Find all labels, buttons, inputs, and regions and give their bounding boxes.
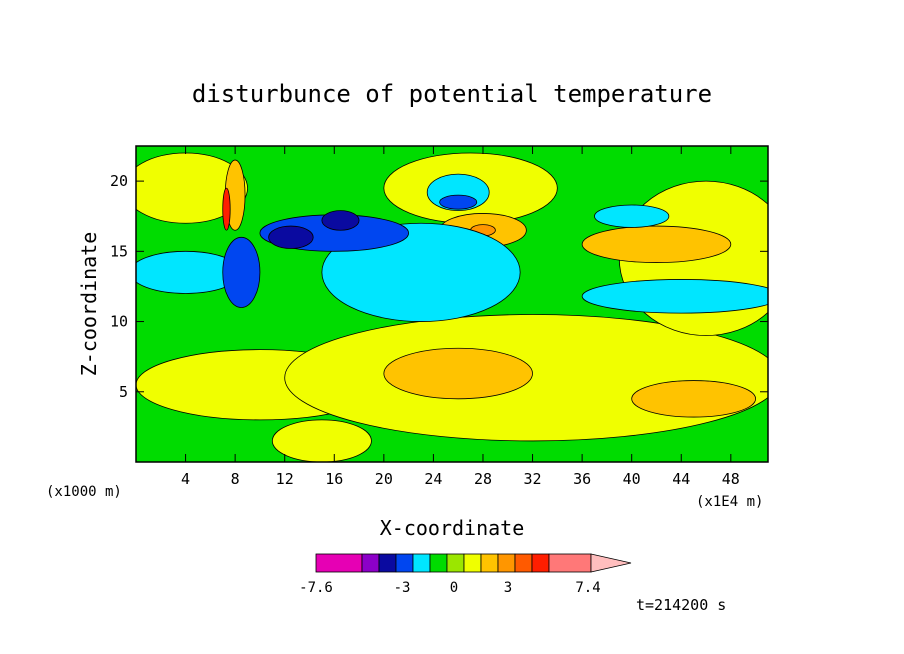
contour-region [222, 187, 231, 231]
colorbar-label: -3 [394, 580, 411, 596]
x-axis-label: X-coordinate [380, 516, 525, 540]
colorbar-swatch [548, 553, 592, 573]
plot-frame [135, 145, 769, 463]
time-label: t=214200 s [636, 596, 726, 614]
x-tick-label: 4 [181, 470, 190, 488]
x-tick-label: 24 [424, 470, 442, 488]
contour-region [321, 210, 360, 231]
chart-title: disturbunce of potential temperature [192, 80, 712, 108]
x-axis-ticks: 4 8 12 16 20 24 28 32 36 40 44 48 [181, 146, 740, 488]
contour-region [581, 225, 732, 263]
y-tick-label: 15 [110, 242, 128, 260]
colorbar-swatch [463, 553, 482, 573]
colorbar-swatch [378, 553, 397, 573]
colorbar-swatch [361, 553, 380, 573]
colorbar-swatch [446, 553, 465, 573]
colorbar-label: 0 [450, 580, 458, 596]
x-tick-label: 28 [474, 470, 492, 488]
colorbar-label: -7.6 [299, 580, 333, 596]
y-tick-label: 5 [119, 383, 128, 401]
x-axis-unit: (x1E4 m) [696, 494, 763, 510]
contour-region [631, 380, 757, 418]
x-tick-label: 20 [375, 470, 393, 488]
colorbar-labels: -7.6 -3 0 3 7.4 [299, 580, 601, 596]
y-axis-unit: (x1000 m) [46, 484, 122, 500]
colorbar-swatch [514, 553, 533, 573]
x-tick-label: 44 [672, 470, 690, 488]
contour-region [222, 236, 261, 308]
colorbar-arrow [590, 553, 632, 573]
colorbar-swatch [497, 553, 516, 573]
colorbar-swatch [480, 553, 499, 573]
y-axis-label: Z-coordinate [77, 232, 101, 377]
x-tick-label: 32 [524, 470, 542, 488]
y-axis-ticks: 5 10 15 20 [110, 172, 768, 401]
contour-region [268, 225, 314, 249]
colorbar-swatch [429, 553, 448, 573]
x-tick-label: 12 [276, 470, 294, 488]
contour-region [383, 347, 533, 400]
contour-region [271, 419, 372, 462]
x-tick-label: 8 [231, 470, 240, 488]
x-tick-label: 36 [573, 470, 591, 488]
colorbar [315, 553, 632, 573]
x-tick-label: 16 [325, 470, 343, 488]
colorbar-swatch [395, 553, 414, 573]
colorbar-swatch [412, 553, 431, 573]
contour-region [594, 204, 670, 228]
contour-region [581, 279, 768, 314]
y-tick-label: 20 [110, 172, 128, 190]
colorbar-swatch [315, 553, 363, 573]
x-tick-label: 40 [623, 470, 641, 488]
contour-region [439, 194, 478, 210]
colorbar-swatch [531, 553, 550, 573]
contour-fills [136, 152, 768, 462]
x-tick-label: 48 [722, 470, 740, 488]
colorbar-label: 3 [504, 580, 512, 596]
y-tick-label: 10 [110, 313, 128, 331]
colorbar-label: 7.4 [575, 580, 600, 596]
